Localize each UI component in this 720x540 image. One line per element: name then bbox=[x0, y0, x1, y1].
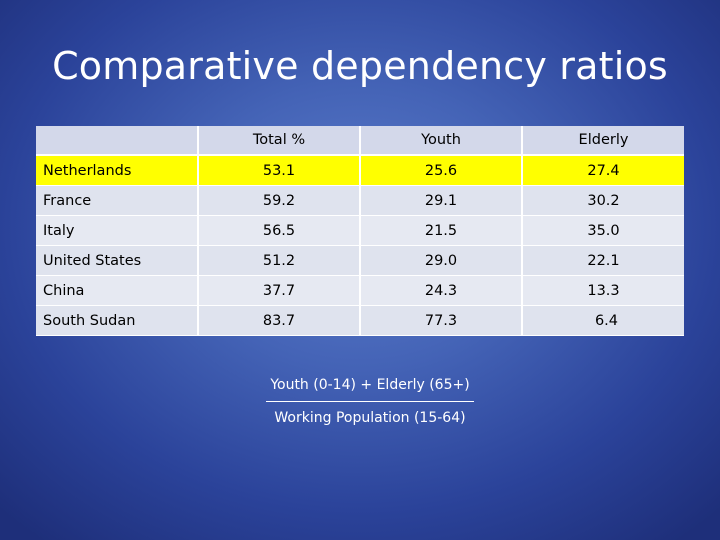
cell-elderly: 27.4 bbox=[522, 155, 684, 186]
table-row-italy: Italy 56.5 21.5 35.0 bbox=[36, 215, 684, 246]
cell-youth: 29.0 bbox=[360, 245, 523, 276]
dependency-ratio-formula: Youth (0-14) + Elderly (65+) Working Pop… bbox=[264, 377, 476, 426]
cell-youth: 25.6 bbox=[360, 155, 523, 186]
header-blank bbox=[36, 126, 199, 156]
slide-title: Comparative dependency ratios bbox=[52, 44, 668, 88]
table-row-south-sudan: South Sudan 83.7 77.3 6.4 bbox=[36, 305, 684, 336]
cell-total: 53.1 bbox=[198, 155, 361, 186]
cell-elderly: 22.1 bbox=[522, 245, 684, 276]
cell-country: China bbox=[36, 275, 199, 306]
cell-elderly: 35.0 bbox=[522, 215, 684, 246]
table-row-united-states: United States 51.2 29.0 22.1 bbox=[36, 245, 684, 276]
cell-country: Italy bbox=[36, 215, 199, 246]
fraction-bar bbox=[266, 401, 474, 402]
cell-country: United States bbox=[36, 245, 199, 276]
table-row-france: France 59.2 29.1 30.2 bbox=[36, 185, 684, 216]
dependency-ratio-table: Total % Youth Elderly Netherlands 53.1 2… bbox=[36, 126, 684, 336]
formula-denominator: Working Population (15-64) bbox=[274, 410, 466, 426]
cell-total: 59.2 bbox=[198, 185, 361, 216]
header-youth: Youth bbox=[360, 126, 523, 156]
header-elderly: Elderly bbox=[522, 126, 684, 156]
header-total: Total % bbox=[198, 126, 361, 156]
cell-youth: 77.3 bbox=[360, 305, 523, 336]
cell-elderly: 13.3 bbox=[522, 275, 684, 306]
table-row-china: China 37.7 24.3 13.3 bbox=[36, 275, 684, 306]
cell-youth: 24.3 bbox=[360, 275, 523, 306]
cell-total: 56.5 bbox=[198, 215, 361, 246]
cell-youth: 29.1 bbox=[360, 185, 523, 216]
cell-youth: 21.5 bbox=[360, 215, 523, 246]
cell-country: South Sudan bbox=[36, 305, 199, 336]
cell-total: 83.7 bbox=[198, 305, 361, 336]
cell-country: France bbox=[36, 185, 199, 216]
formula-numerator: Youth (0-14) + Elderly (65+) bbox=[270, 377, 470, 393]
cell-total: 51.2 bbox=[198, 245, 361, 276]
cell-elderly: 30.2 bbox=[522, 185, 684, 216]
cell-elderly: 6.4 bbox=[522, 305, 684, 336]
table-header-row: Total % Youth Elderly bbox=[36, 126, 684, 156]
cell-country: Netherlands bbox=[36, 155, 199, 186]
cell-total: 37.7 bbox=[198, 275, 361, 306]
table-row-netherlands: Netherlands 53.1 25.6 27.4 bbox=[36, 155, 684, 186]
